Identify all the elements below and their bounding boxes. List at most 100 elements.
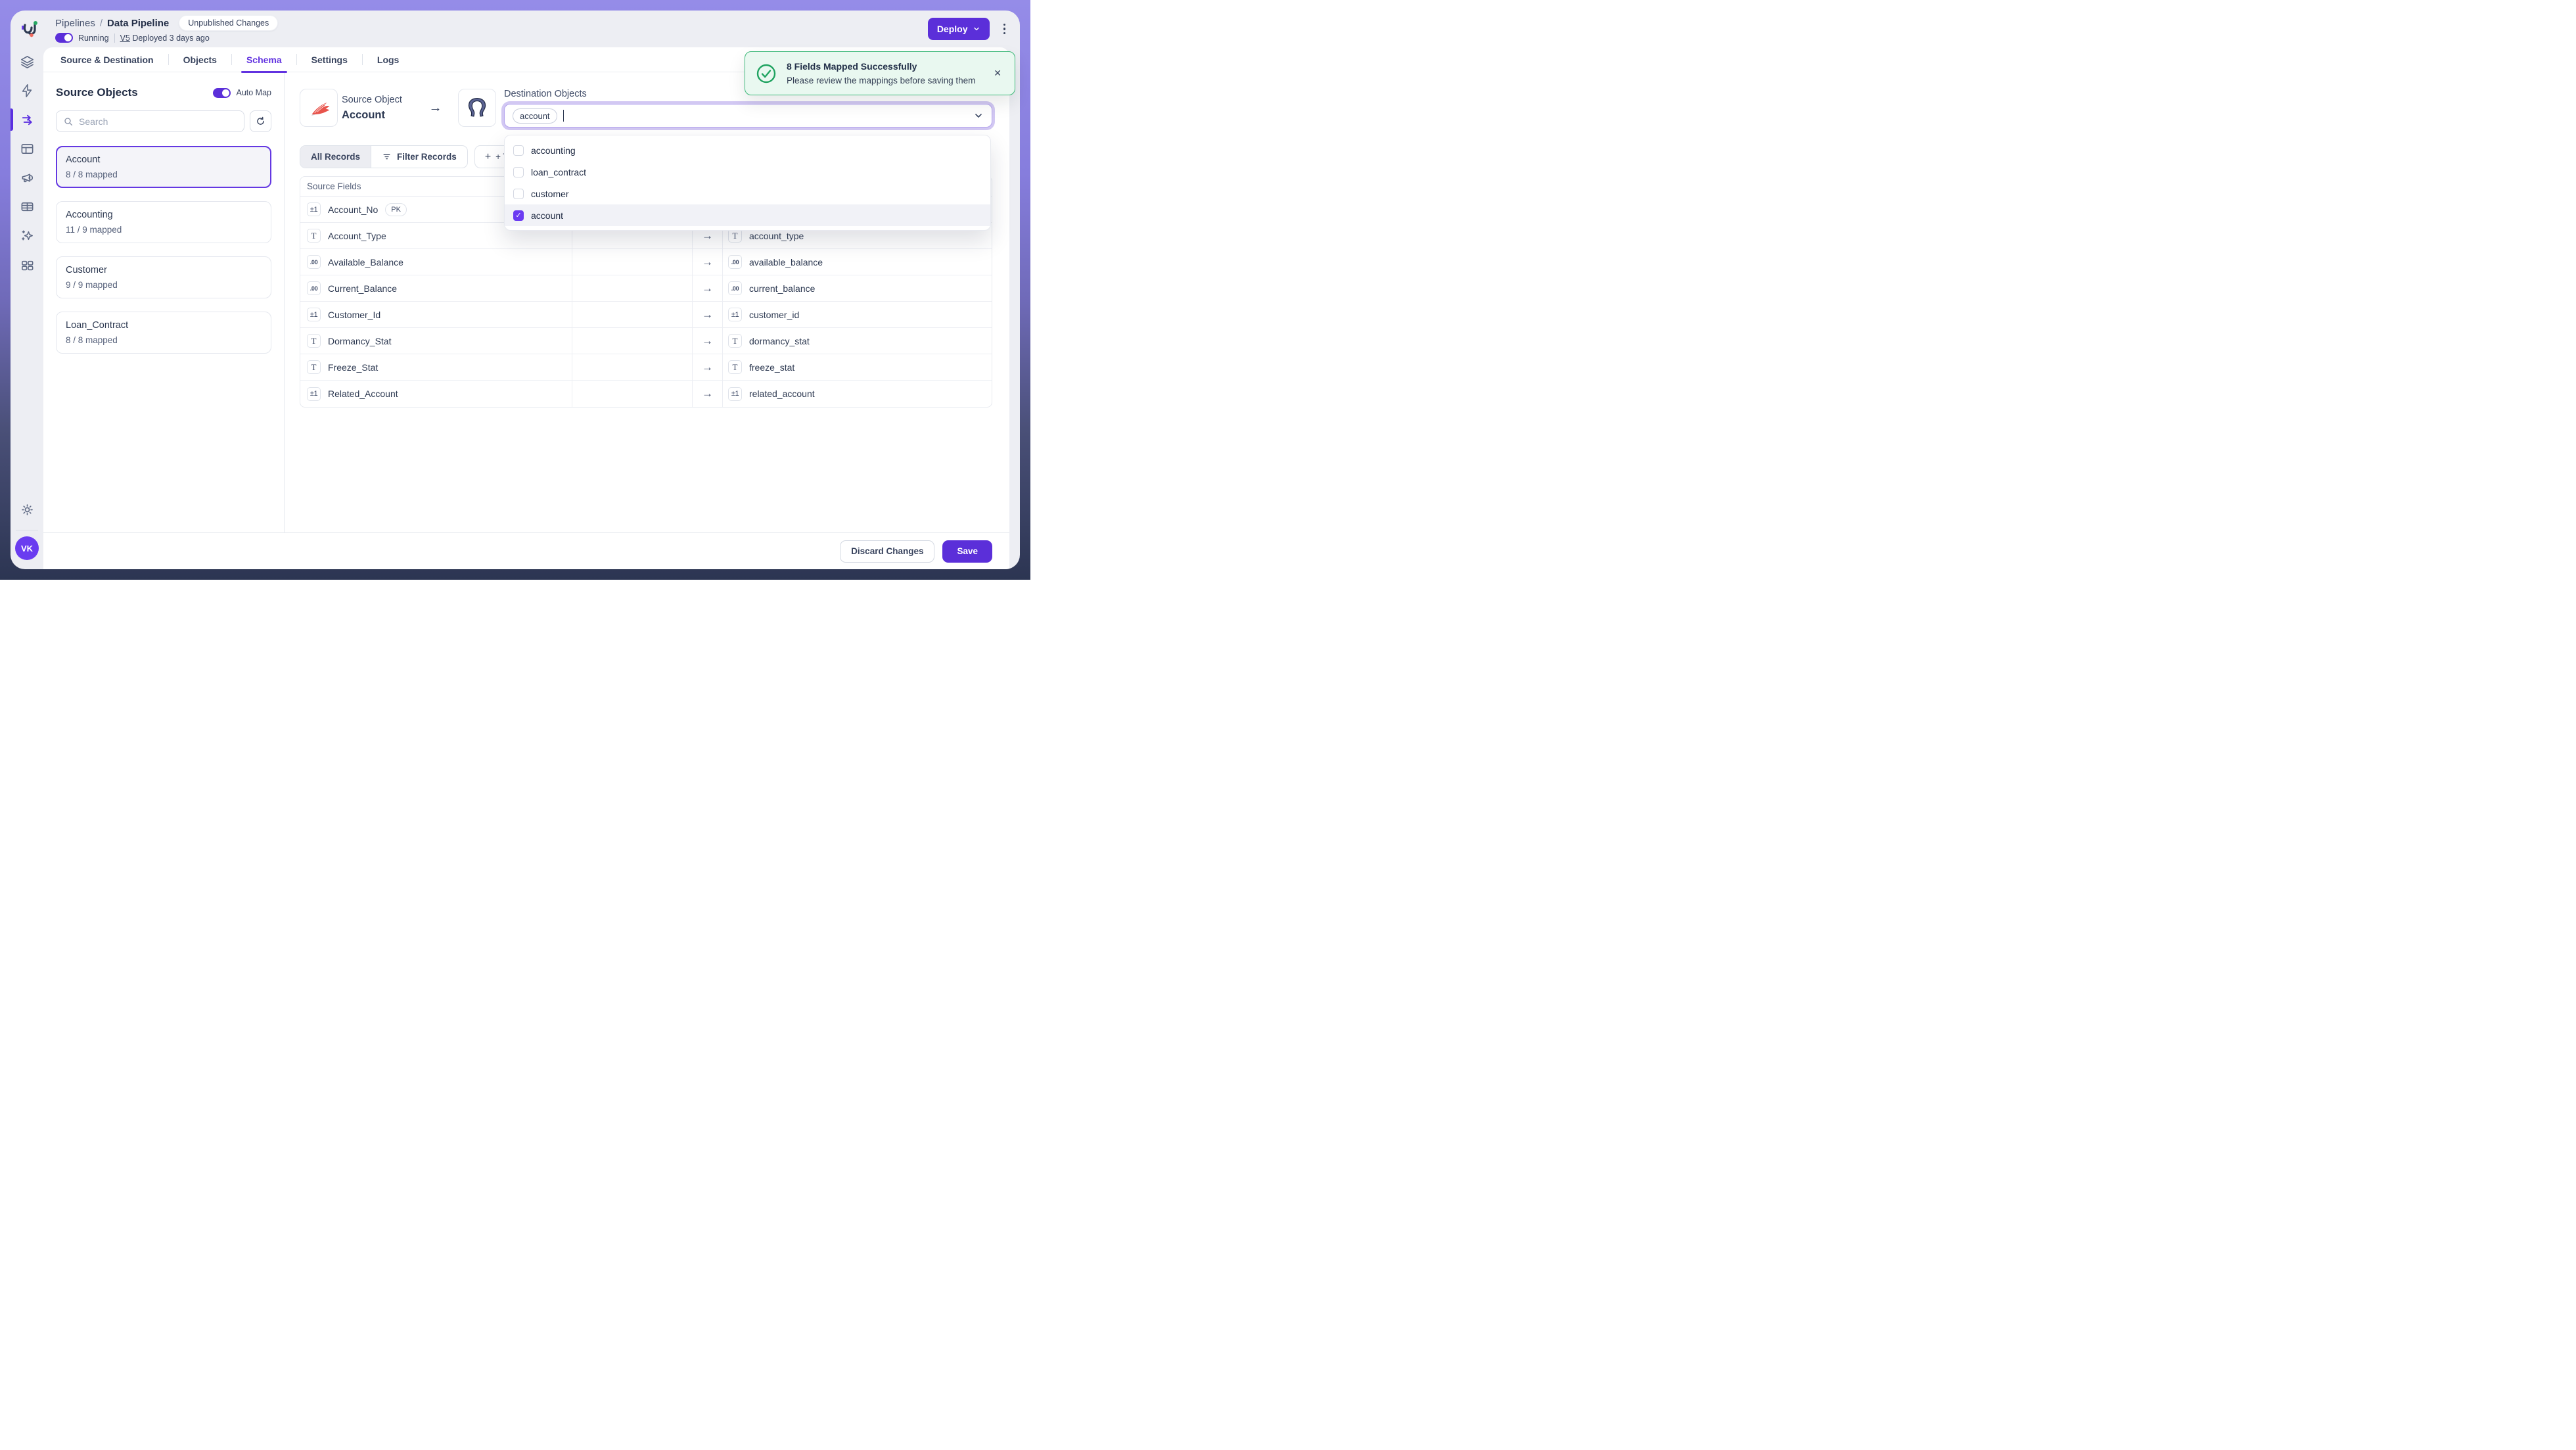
gear-icon bbox=[21, 503, 33, 515]
object-name: Customer bbox=[66, 265, 107, 275]
apps-grid-icon bbox=[21, 260, 33, 270]
checkbox-unchecked[interactable] bbox=[513, 166, 524, 177]
sidebar-item-zap[interactable] bbox=[11, 76, 43, 105]
destination-field-name: dormancy_stat bbox=[749, 335, 810, 346]
object-mapped-count: 11 / 9 mapped bbox=[66, 225, 122, 235]
search-input[interactable] bbox=[79, 116, 237, 127]
tab-schema[interactable]: Schema bbox=[232, 47, 296, 73]
destination-cell[interactable]: T freeze_stat bbox=[723, 354, 992, 380]
deploy-button[interactable]: Deploy bbox=[927, 18, 990, 40]
breadcrumb-section[interactable]: Pipelines bbox=[55, 17, 95, 29]
refresh-button[interactable] bbox=[250, 110, 271, 132]
destination-field-name: customer_id bbox=[749, 309, 800, 320]
map-arrow-icon: → bbox=[693, 354, 723, 380]
pipeline-arrows-icon bbox=[22, 114, 32, 125]
text-type-icon: T bbox=[728, 334, 742, 348]
destination-objects-input[interactable]: account bbox=[504, 104, 992, 128]
map-arrow-icon: → bbox=[693, 275, 723, 301]
chevron-down-icon[interactable] bbox=[973, 110, 984, 121]
close-icon[interactable]: ✕ bbox=[994, 68, 1001, 78]
destination-cell[interactable]: .00 current_balance bbox=[723, 275, 992, 301]
transformation-cell[interactable] bbox=[572, 223, 693, 248]
tab-settings[interactable]: Settings bbox=[311, 54, 348, 65]
sidebar-item-pipelines[interactable] bbox=[11, 105, 43, 134]
source-field-name: Available_Balance bbox=[328, 256, 403, 268]
checkbox-checked[interactable]: ✓ bbox=[513, 210, 524, 221]
decimal-type-icon: .00 bbox=[728, 255, 742, 269]
integer-type-icon: ±1 bbox=[728, 308, 742, 321]
zap-icon bbox=[22, 84, 32, 97]
selected-destination-chip[interactable]: account bbox=[513, 108, 557, 124]
running-toggle[interactable] bbox=[55, 33, 73, 43]
tab-logs[interactable]: Logs bbox=[377, 54, 400, 65]
sql-server-icon bbox=[311, 103, 330, 116]
sidebar-item-apps[interactable] bbox=[11, 250, 43, 279]
discard-changes-button[interactable]: Discard Changes bbox=[840, 540, 935, 563]
table-row[interactable]: .00 Current_Balance → .00 current_balanc… bbox=[300, 275, 992, 302]
destination-cell[interactable]: T dormancy_stat bbox=[723, 328, 992, 354]
app-logo-icon[interactable] bbox=[19, 17, 43, 41]
check-circle-icon bbox=[756, 64, 776, 83]
destination-field-name: account_type bbox=[749, 230, 804, 241]
all-records-tab[interactable]: All Records bbox=[300, 146, 371, 168]
search-icon bbox=[64, 117, 72, 126]
map-arrow-icon: → bbox=[693, 381, 723, 407]
checkbox-unchecked[interactable] bbox=[513, 145, 524, 156]
dropdown-option-loan-contract[interactable]: loan_contract bbox=[505, 161, 990, 183]
avatar[interactable]: VK bbox=[15, 536, 39, 560]
map-arrow-icon: → bbox=[693, 249, 723, 275]
destination-cell[interactable]: ±1 related_account bbox=[723, 381, 992, 407]
breadcrumb-separator: / bbox=[99, 17, 103, 29]
auto-map-toggle[interactable] bbox=[213, 87, 231, 98]
table-row[interactable]: ±1 Customer_Id → ±1 customer_id bbox=[300, 302, 992, 328]
source-object-card-accounting[interactable]: Accounting 11 / 9 mapped bbox=[56, 201, 271, 243]
destination-cell[interactable]: ±1 customer_id bbox=[723, 302, 992, 327]
panel-title: Source Objects bbox=[56, 86, 138, 99]
text-type-icon: T bbox=[728, 229, 742, 243]
source-field-name: Account_Type bbox=[328, 230, 386, 241]
destination-objects-label: Destination Objects bbox=[504, 89, 587, 99]
table-row[interactable]: T Dormancy_Stat → T dormancy_stat bbox=[300, 328, 992, 354]
table-row[interactable]: T Account_Type → T account_type bbox=[300, 223, 992, 249]
transformation-cell[interactable] bbox=[572, 328, 693, 354]
search-box[interactable] bbox=[56, 110, 244, 132]
source-field-name: Current_Balance bbox=[328, 283, 398, 294]
dropdown-option-customer[interactable]: customer bbox=[505, 183, 990, 204]
kebab-menu-button[interactable] bbox=[1001, 21, 1009, 37]
tab-objects[interactable]: Objects bbox=[183, 54, 217, 65]
transformation-cell[interactable] bbox=[572, 381, 693, 407]
transformation-cell[interactable] bbox=[572, 249, 693, 275]
transformation-cell[interactable] bbox=[572, 302, 693, 327]
mapping-arrow-icon: → bbox=[428, 101, 442, 115]
destination-cell[interactable]: .00 available_balance bbox=[723, 249, 992, 275]
sidebar-item-settings[interactable] bbox=[11, 495, 43, 524]
sidebar-rail: VK bbox=[11, 47, 43, 569]
sidebar-item-layers[interactable] bbox=[11, 47, 43, 76]
source-objects-panel: Source Objects Auto Map bbox=[43, 72, 285, 532]
destination-cell[interactable]: T account_type bbox=[723, 223, 992, 248]
records-toolbar: All Records Filter Records bbox=[300, 145, 992, 168]
dropdown-option-accounting[interactable]: accounting bbox=[505, 139, 990, 161]
filter-records-tab[interactable]: Filter Records bbox=[371, 146, 467, 168]
checkbox-unchecked[interactable] bbox=[513, 188, 524, 199]
source-object-card-customer[interactable]: Customer 9 / 9 mapped bbox=[56, 256, 271, 298]
tab-source-destination[interactable]: Source & Destination bbox=[60, 54, 154, 65]
table-row[interactable]: ±1 Related_Account → ±1 related_account bbox=[300, 381, 992, 407]
sidebar-item-tables[interactable] bbox=[11, 192, 43, 221]
version-link[interactable]: V5 bbox=[120, 33, 130, 43]
save-button[interactable]: Save bbox=[942, 540, 992, 563]
source-object-card-account[interactable]: Account 8 / 8 mapped bbox=[56, 146, 271, 188]
sidebar-item-ai[interactable] bbox=[11, 221, 43, 250]
table-row[interactable]: T Freeze_Stat → T freeze_stat bbox=[300, 354, 992, 381]
destination-field-name: freeze_stat bbox=[749, 362, 795, 373]
tab-bar: Source & Destination Objects Schema Sett… bbox=[43, 47, 1009, 73]
sidebar-item-layout[interactable] bbox=[11, 134, 43, 163]
integer-type-icon: ±1 bbox=[307, 386, 321, 401]
source-object-card-loan-contract[interactable]: Loan_Contract 8 / 8 mapped bbox=[56, 312, 271, 354]
transformation-cell[interactable] bbox=[572, 275, 693, 301]
transformation-cell[interactable] bbox=[572, 354, 693, 380]
table-row[interactable]: .00 Available_Balance → .00 available_ba… bbox=[300, 249, 992, 275]
dropdown-option-account[interactable]: ✓ account bbox=[505, 204, 990, 226]
destination-field-name: available_balance bbox=[749, 256, 823, 268]
sidebar-item-announcements[interactable] bbox=[11, 163, 43, 192]
